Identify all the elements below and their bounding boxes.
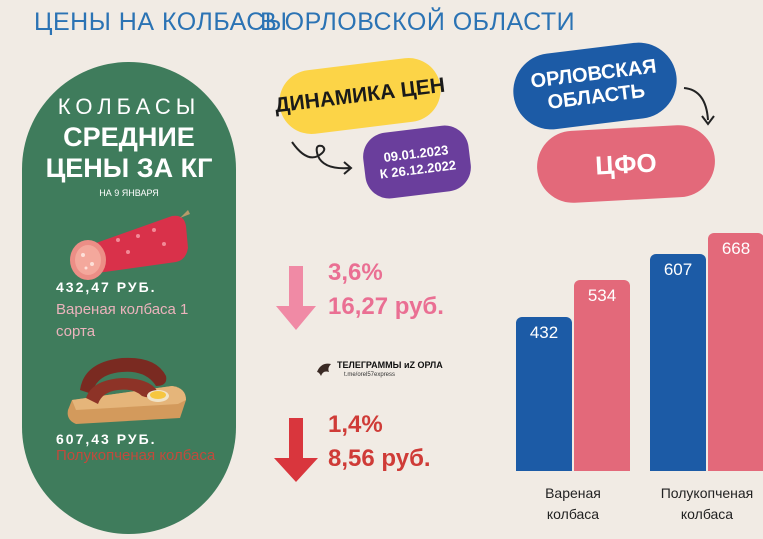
prices-panel: КОЛБАСЫ СРЕДНИЕ ЦЕНЫ ЗА КГ НА 9 ЯНВАРЯ 4… [22, 62, 236, 534]
legend-region-badge: ОРЛОВСКАЯ ОБЛАСТЬ [508, 38, 682, 134]
panel-date: НА 9 ЯНВАРЯ [99, 188, 159, 198]
bar-federal-1: 534 [574, 280, 630, 471]
item2-name: Полукопченая колбаса [56, 447, 216, 464]
watermark-url: t.me/orel57express [344, 372, 396, 378]
down-arrow-dark-icon [274, 418, 318, 482]
dynamics-badge: ДИНАМИКА ЦЕН [273, 54, 447, 138]
item1-change-rub: 16,27 руб. [328, 293, 444, 320]
bar-value-label: 432 [529, 323, 559, 342]
panel-heading-line1: СРЕДНИЕ [63, 122, 195, 152]
period-badge: 09.01.2023 К 26.12.2022 [360, 122, 474, 202]
bird-icon [317, 363, 331, 376]
item2-price: 607,43 РУБ. [56, 431, 157, 447]
category-label-1: Вареная колбаса [545, 485, 601, 522]
panel-category: КОЛБАСЫ [57, 94, 201, 119]
bar-value-label: 534 [587, 286, 617, 305]
boiled-sausage-icon [70, 210, 190, 280]
item2-change-pct: 1,4% [328, 411, 383, 438]
smoked-sausage-icon [67, 357, 186, 424]
legend-region-label: ОРЛОВСКАЯ ОБЛАСТЬ [529, 55, 658, 114]
curved-arrow-icon [291, 141, 353, 175]
bar-chart: 432 534 Вареная колбаса 607 668 Полукопченая … [500, 200, 763, 539]
dynamics-badge-label: ДИНАМИКА ЦЕН [273, 73, 447, 118]
watermark-title: ТЕЛЕГРАММЫ иZ ОРЛА [337, 360, 443, 370]
bar-value-label: 668 [721, 239, 751, 258]
curved-arrow-down-icon [683, 87, 715, 126]
category-label-2: Полукопченая колбаса [660, 485, 754, 522]
legend-federal-label: ЦФО [594, 146, 658, 181]
title-right: В ОРЛОВСКОЙ ОБЛАСТИ [260, 8, 576, 36]
item1-change-pct: 3,6% [328, 259, 383, 286]
item2-change: 1,4% 8,56 руб. [328, 408, 431, 476]
down-arrow-light-icon [276, 266, 316, 330]
panel-heading: СРЕДНИЕ ЦЕНЫ ЗА КГ [22, 122, 236, 184]
item1-change: 3,6% 16,27 руб. [328, 256, 444, 324]
title-left: ЦЕНЫ НА КОЛБАСЫ [34, 8, 288, 36]
item2-change-rub: 8,56 руб. [328, 445, 431, 472]
bar-federal-2: 668 [708, 233, 763, 471]
panel-heading-line2: ЦЕНЫ ЗА КГ [45, 153, 213, 183]
bar-region-1: 432 [516, 317, 572, 471]
item1-price: 432,47 РУБ. [56, 279, 157, 295]
item1-name: Вареная колбаса 1 сорта [56, 301, 189, 340]
bar-region-2: 607 [650, 254, 706, 471]
bar-value-label: 607 [663, 260, 693, 279]
legend-federal-badge: ЦФО [535, 123, 717, 205]
